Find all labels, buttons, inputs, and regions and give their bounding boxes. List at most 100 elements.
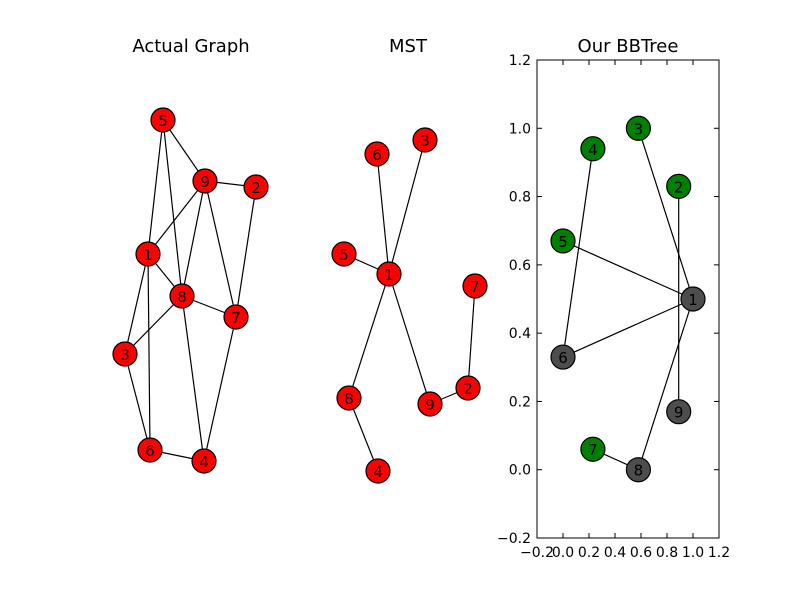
ytick-label: 1.0 (509, 121, 531, 137)
mst-node-label: 7 (470, 278, 480, 296)
bbtree-node-label: 6 (558, 349, 568, 367)
mst-node-label: 2 (463, 380, 473, 398)
chart-title: Our BBTree (578, 36, 679, 57)
bbtree-node-1: 1 (680, 286, 706, 312)
mst-edge-1-8 (348, 273, 390, 399)
bbtree-nodes: 3 4 2 5 1 6 9 7 8 (550, 115, 706, 483)
mst-node-label: 6 (372, 146, 382, 164)
bbtree-node-3: 3 (625, 115, 652, 141)
xtick-label: 0.4 (604, 545, 626, 561)
mst-node-7: 7 (462, 273, 488, 299)
actual-node-2: 2 (243, 174, 269, 200)
mst-edge-6-1 (376, 153, 390, 275)
bbtree-node-2: 2 (666, 173, 692, 199)
bbtree-node-circle (625, 115, 652, 141)
mst-node-circle (365, 458, 391, 484)
xtick-label: 0.2 (578, 545, 600, 561)
actual-node-label: 8 (177, 288, 187, 306)
bbtree-edge-6-1 (562, 298, 694, 358)
bbtree-edge-3-1 (637, 128, 694, 300)
panel-title-actual-graph: Actual Graph (132, 36, 249, 57)
actual-edge-9-8 (181, 180, 206, 297)
mst-node-2: 2 (455, 375, 481, 401)
mst-node-label: 1 (384, 266, 394, 284)
actual-node-label: 9 (200, 173, 210, 191)
actual-edge-3-6 (124, 353, 151, 451)
bbtree-edge-4-6 (562, 148, 594, 358)
bbtree-node-7: 7 (580, 436, 606, 462)
actual-edge-8-4 (181, 295, 205, 462)
actual-node-7: 7 (223, 304, 249, 330)
actual-node-3: 3 (112, 341, 138, 367)
actual-node-label: 2 (251, 179, 261, 197)
mst-edge-8-4 (348, 397, 379, 472)
actual-node-9: 9 (192, 168, 218, 194)
mst-node-6: 6 (364, 141, 390, 167)
actual-node-circle (112, 341, 138, 367)
actual-node-6: 6 (137, 437, 163, 463)
mst-node-label: 4 (373, 463, 383, 481)
mst-node-circle (331, 241, 357, 267)
bbtree-node-label: 2 (674, 178, 684, 196)
ytick-label: 0.2 (509, 394, 531, 410)
mst-edge-2-7 (467, 285, 476, 389)
bbtree-node-label: 1 (688, 291, 698, 309)
mst-node-circle (462, 273, 488, 299)
bbtree-node-circle (666, 173, 692, 199)
actual-node-label: 3 (120, 346, 130, 364)
mst-node-5: 5 (331, 241, 357, 267)
ytick-label: −0.2 (497, 531, 531, 547)
mst-node-label: 5 (339, 246, 349, 264)
bbtree-node-label: 7 (588, 441, 598, 459)
actual-edge-5-1 (147, 119, 164, 255)
bbtree-node-circle (580, 136, 606, 162)
mst-node-circle (376, 261, 402, 287)
actual-edge-7-4 (203, 316, 237, 462)
bbtree-edge-8-1 (637, 298, 694, 470)
actual-node-label: 6 (145, 442, 155, 460)
bbtree-node-circle (680, 286, 706, 312)
bbtree-node-8: 8 (625, 457, 652, 483)
bbtree-node-9: 9 (666, 399, 692, 425)
actual-node-5: 5 (150, 107, 176, 133)
bbtree-node-label: 3 (634, 120, 644, 138)
actual-node-1: 1 (135, 241, 161, 267)
mst-node-circle (412, 127, 438, 153)
bbtree-node-circle (666, 399, 692, 425)
bbtree-edge-5-1 (562, 240, 694, 300)
mst-node-circle (364, 141, 390, 167)
actual-node-circle (243, 174, 269, 200)
actual-node-circle (137, 437, 163, 463)
mst-node-9: 9 (417, 391, 443, 417)
plot-frame (536, 59, 720, 539)
mst-edge-3-1 (388, 139, 426, 275)
bbtree-node-6: 6 (550, 344, 576, 370)
bbtree-node-circle (580, 436, 606, 462)
bbtree-node-circle (550, 228, 576, 254)
actual-node-label: 5 (158, 112, 168, 130)
mst-edge-1-9 (388, 273, 431, 405)
actual-edge-5-8 (162, 119, 183, 297)
xtick-label: −0.2 (520, 545, 554, 561)
actual-node-circle (135, 241, 161, 267)
actual-node-label: 1 (143, 246, 153, 264)
mst-node-3: 3 (412, 127, 438, 153)
mst-node-label: 9 (425, 396, 435, 414)
actual-node-label: 4 (199, 453, 209, 471)
actual-node-label: 7 (231, 309, 241, 327)
actual-edge-1-3 (124, 253, 149, 355)
panel-mst: MST 6 3 5 1 7 2 8 9 4 (331, 36, 488, 484)
mst-node-circle (336, 385, 362, 411)
ytick-label: 0.0 (509, 463, 531, 479)
mst-node-8: 8 (336, 385, 362, 411)
bbtree-node-4: 4 (580, 136, 606, 162)
mst-node-label: 3 (420, 132, 430, 150)
panel-title-mst: MST (389, 36, 428, 57)
actual-graph-nodes: 5 9 2 1 8 7 3 6 4 (112, 107, 269, 474)
actual-node-4: 4 (191, 448, 217, 474)
bbtree-node-label: 9 (674, 404, 684, 422)
actual-node-circle (191, 448, 217, 474)
bbtree-ticks: −0.20.00.20.40.60.81.01.2−0.20.0 0.2 0.4 0.… (497, 53, 730, 561)
ytick-label: 0.4 (509, 326, 531, 342)
